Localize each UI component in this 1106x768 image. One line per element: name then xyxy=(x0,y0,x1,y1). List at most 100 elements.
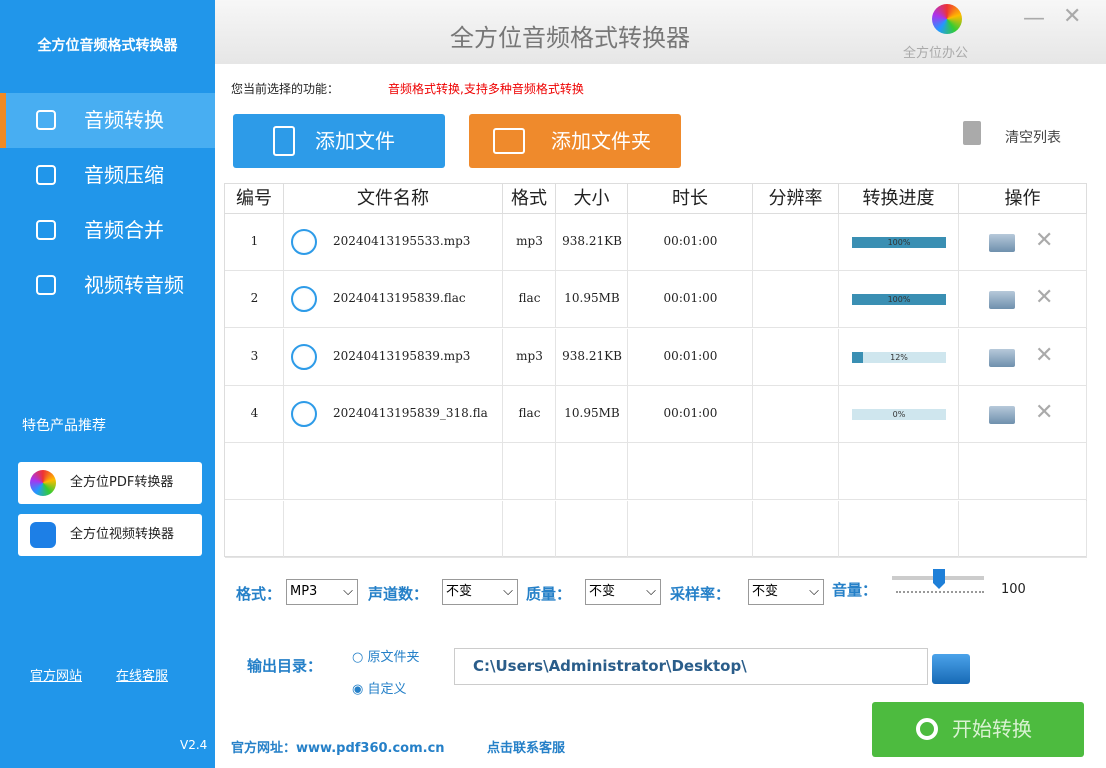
file-name: 20240413195533.mp3 xyxy=(333,234,471,248)
select-value: 不变 xyxy=(752,584,779,599)
table-cell xyxy=(753,271,839,329)
column-header: 转换进度 xyxy=(839,184,959,214)
menu-label: 音频压缩 xyxy=(84,163,164,187)
header-title: 全方位音频格式转换器 xyxy=(450,24,690,52)
table-cell xyxy=(628,385,753,443)
browse-folder[interactable] xyxy=(932,654,970,684)
file-duration: 00:01:00 xyxy=(663,405,718,420)
table-cell xyxy=(556,443,628,501)
table-cell xyxy=(556,271,628,329)
table-cell xyxy=(628,500,753,558)
progress-bar xyxy=(852,237,946,248)
menu-item[interactable]: 音频压缩 xyxy=(0,148,215,203)
table-cell xyxy=(753,385,839,443)
logo xyxy=(932,4,962,34)
menu-item[interactable]: 视频转音频 xyxy=(0,258,215,313)
play-button[interactable] xyxy=(291,229,317,255)
sidebar-title: 全方位音频格式转换器 xyxy=(37,38,178,54)
column-header: 大小 xyxy=(556,184,628,214)
file-name: 20240413195839_318.fla xyxy=(333,405,488,420)
rate-select[interactable]: 不变 ⌵ xyxy=(748,579,824,605)
table-cell xyxy=(628,214,753,271)
progress-label: 100% xyxy=(887,238,911,247)
open-folder[interactable] xyxy=(989,291,1015,310)
table-cell xyxy=(839,271,959,329)
channels-select[interactable]: 不变 ⌵ xyxy=(442,579,518,605)
play-button[interactable] xyxy=(291,343,317,370)
file-duration: 00:01:00 xyxy=(663,291,718,306)
table-cell xyxy=(628,328,753,386)
table-cell xyxy=(503,271,556,329)
menu-item[interactable]: 音频合并 xyxy=(0,203,215,258)
radio-label: 原文件夹 xyxy=(367,650,420,665)
row-id: 1 xyxy=(250,234,259,248)
select-value: MP3 xyxy=(290,584,318,599)
header: 全方位音频格式转换器 全方位办公 — ✕ xyxy=(215,0,1106,64)
table-cell xyxy=(225,443,284,501)
table-cell xyxy=(959,328,1087,386)
brand: 全方位办公 xyxy=(903,46,969,61)
table-cell xyxy=(839,443,959,501)
table-cell xyxy=(503,328,556,386)
table-cell xyxy=(284,328,503,386)
clear-button[interactable]: 清空列表 xyxy=(1005,130,1061,146)
file-table: 编号 文件名称 格式 大小 时长 分辨率 转换进度 操作 1 20240413195533.mp3… xyxy=(224,183,1087,558)
table-cell xyxy=(839,214,959,271)
close-button[interactable]: ✕ xyxy=(1063,4,1082,29)
menu-item[interactable]: 音频转换 xyxy=(0,93,215,148)
column-header: 文件名称 xyxy=(284,184,503,214)
file-format: flac xyxy=(518,291,541,306)
table-cell xyxy=(839,328,959,386)
column-header: 编号 xyxy=(225,184,284,214)
delete-button[interactable]: ✕ xyxy=(1035,285,1054,311)
trash-icon[interactable] xyxy=(963,121,981,145)
table-cell xyxy=(839,500,959,558)
table-cell xyxy=(284,271,503,329)
website[interactable]: 官方网址：www.pdf360.com.cn xyxy=(231,741,445,756)
file-size: 10.95MB xyxy=(564,291,620,306)
table-cell xyxy=(503,385,556,443)
setting-label: 声道数： xyxy=(368,585,429,603)
progress-track xyxy=(852,408,946,420)
contact-link[interactable]: 点击联系客服 xyxy=(487,741,566,756)
progress-track xyxy=(852,351,946,363)
product-button[interactable]: 全方位PDF转换器 xyxy=(18,462,202,504)
sidebar: 全方位音频格式转换器 音频转换 音频压缩 音频合并 视频转音频 特色产品推荐 全… xyxy=(0,0,215,768)
table-cell xyxy=(225,214,284,271)
link[interactable]: 在线客服 xyxy=(116,669,169,684)
file-duration: 00:01:00 xyxy=(663,234,718,248)
table-cell xyxy=(503,443,556,501)
table-cell xyxy=(225,385,284,443)
table-cell xyxy=(959,271,1087,329)
start-button[interactable]: 开始转换 xyxy=(872,702,1084,757)
delete-button[interactable]: ✕ xyxy=(1035,228,1054,253)
link[interactable]: 官方网站 xyxy=(30,669,83,684)
open-folder[interactable] xyxy=(989,405,1015,424)
table-cell xyxy=(284,214,503,271)
minimize-button[interactable]: — xyxy=(1023,6,1045,31)
open-folder[interactable] xyxy=(989,234,1015,252)
radio-option[interactable]: ○ 原文件夹 xyxy=(352,650,420,665)
add-file-button[interactable]: 添加文件 xyxy=(233,114,445,168)
play-button[interactable] xyxy=(291,286,317,313)
product-label: 全方位PDF转换器 xyxy=(70,475,174,490)
product-button[interactable]: 全方位视频转换器 xyxy=(18,514,202,556)
function-value: 音频格式转换,支持多种音频格式转换 xyxy=(388,82,584,96)
table-cell xyxy=(556,328,628,386)
table-cell xyxy=(753,328,839,386)
button-label: 添加文件 xyxy=(315,129,395,153)
delete-button[interactable]: ✕ xyxy=(1035,342,1054,368)
setting-label: 音量： xyxy=(832,581,878,599)
open-folder[interactable] xyxy=(989,348,1015,367)
select-value: 不变 xyxy=(589,584,616,599)
format-select[interactable]: MP3 ⌵ xyxy=(286,579,358,605)
output-path[interactable]: C:\Users\Administrator\Desktop\ xyxy=(454,648,928,685)
play-button[interactable] xyxy=(291,400,317,427)
delete-button[interactable]: ✕ xyxy=(1035,399,1054,425)
quality-select[interactable]: 不变 ⌵ xyxy=(585,579,661,605)
volume-thumb[interactable] xyxy=(933,569,945,589)
radio-option[interactable]: ◉ 自定义 xyxy=(352,682,407,697)
row-id: 2 xyxy=(250,291,259,306)
add-folder-button[interactable]: 添加文件夹 xyxy=(469,114,681,168)
